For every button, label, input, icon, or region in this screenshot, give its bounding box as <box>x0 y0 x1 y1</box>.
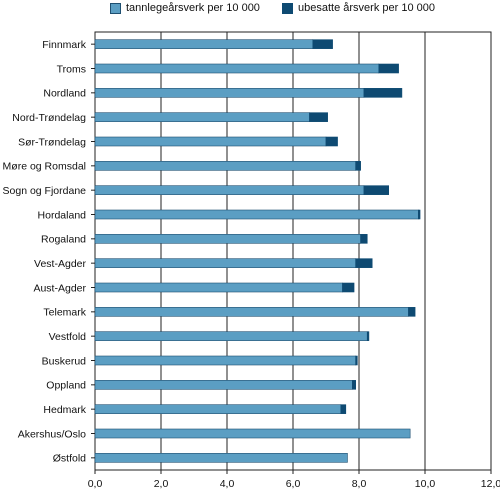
bar-series-1-7 <box>94 209 419 220</box>
x-tick-label-5: 10,0 <box>415 478 436 490</box>
legend-item-series-1: tannlegeårsverk per 10 000 <box>110 2 260 14</box>
bar-series-1-10 <box>94 282 343 293</box>
category-label-12: Vestfold <box>49 331 87 343</box>
x-tick-label-3: 6,0 <box>286 478 301 490</box>
bar-series-2-11 <box>408 307 416 317</box>
bar-series-1-4 <box>94 136 327 147</box>
category-label-1: Troms <box>57 63 86 75</box>
legend-label-series-2: ubesatte årsverk per 10 000 <box>298 2 435 14</box>
legend-item-series-2: ubesatte årsverk per 10 000 <box>282 2 435 14</box>
bar-series-2-0 <box>312 39 333 49</box>
category-label-4: Sør-Trøndelag <box>18 136 86 148</box>
x-tick-label-6: 12,0 <box>481 478 500 490</box>
category-label-7: Hordaland <box>38 209 87 221</box>
x-tick-labels: 0,0 2,0 4,0 6,0 8,0 10,0 12,0 <box>88 478 500 490</box>
category-label-16: Akershus/Oslo <box>18 428 86 440</box>
bar-series-1-11 <box>94 307 409 317</box>
bar-series-1-15 <box>94 404 342 414</box>
bar-series-2-10 <box>342 282 355 293</box>
category-label-0: Finnmark <box>42 39 87 51</box>
bar-series-2-3 <box>309 112 328 122</box>
x-tick-label-0: 0,0 <box>88 478 103 490</box>
bar-series-1-16 <box>94 428 411 439</box>
bar-series-2-5 <box>355 161 361 171</box>
bar-series-1-8 <box>94 234 361 244</box>
category-label-5: Møre og Romsdal <box>3 161 86 173</box>
bar-series-2-1 <box>378 63 399 74</box>
bar-series-2-13 <box>355 355 358 366</box>
bar-series-1-2 <box>94 88 365 98</box>
legend: tannlegeårsverk per 10 000 ubesatte årsv… <box>0 2 500 20</box>
category-label-14: Oppland <box>46 380 86 392</box>
category-labels: Finnmark Troms Nordland Nord-Trøndelag Sør-T… <box>3 39 95 465</box>
bar-series-1-12 <box>94 331 368 341</box>
bar-series-1-0 <box>94 39 314 49</box>
legend-swatch-series-2 <box>282 2 293 14</box>
bar-series-1-17 <box>94 453 348 463</box>
bar-series-1-6 <box>94 185 365 195</box>
bar-series-2-7 <box>418 209 421 220</box>
plot-area-frame <box>94 31 492 471</box>
x-tick-label-4: 8,0 <box>352 478 367 490</box>
bar-series-1-1 <box>94 63 380 74</box>
bar-series-1-5 <box>94 161 357 171</box>
category-label-10: Aust-Agder <box>33 282 86 294</box>
category-label-13: Buskerud <box>42 355 87 367</box>
legend-label-series-1: tannlegeårsverk per 10 000 <box>126 2 260 14</box>
bar-series-2-12 <box>366 331 370 341</box>
bar-series-1-9 <box>94 258 357 268</box>
x-tick-label-1: 2,0 <box>154 478 169 490</box>
category-label-3: Nord-Trøndelag <box>12 112 86 124</box>
bar-series-2-4 <box>325 136 338 147</box>
bar-series-2-6 <box>363 185 390 195</box>
bar-series-2-8 <box>360 234 368 244</box>
bars <box>94 39 421 463</box>
category-label-8: Rogaland <box>41 234 86 246</box>
bar-series-1-14 <box>94 380 353 390</box>
bar-series-1-13 <box>94 355 357 366</box>
category-label-11: Telemark <box>43 307 86 319</box>
bar-series-1-3 <box>94 112 310 122</box>
category-label-15: Hedmark <box>43 404 86 416</box>
bar-series-2-15 <box>340 404 347 414</box>
bar-series-2-14 <box>352 380 356 390</box>
category-label-9: Vest-Agder <box>34 258 86 270</box>
gridlines <box>94 32 492 474</box>
legend-swatch-series-1 <box>110 2 121 14</box>
category-label-6: Sogn og Fjordane <box>3 185 87 197</box>
bar-series-2-9 <box>355 258 373 268</box>
x-tick-label-2: 4,0 <box>220 478 235 490</box>
category-label-17: Østfold <box>53 453 86 465</box>
category-label-2: Nordland <box>43 88 86 100</box>
bar-series-2-2 <box>363 88 403 98</box>
